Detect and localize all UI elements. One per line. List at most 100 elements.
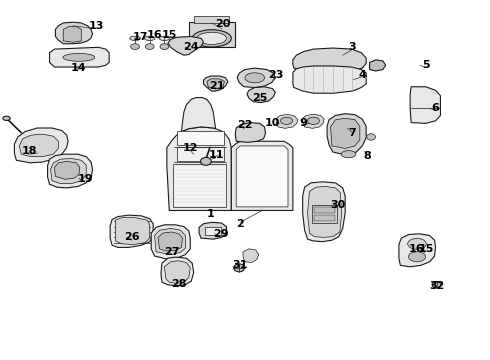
Text: 12: 12 (183, 143, 198, 153)
Polygon shape (50, 158, 86, 184)
Polygon shape (14, 128, 68, 163)
Text: 14: 14 (71, 63, 87, 73)
Polygon shape (164, 261, 190, 283)
Ellipse shape (432, 282, 441, 288)
Bar (176, 131, 223, 145)
Ellipse shape (341, 150, 356, 158)
Polygon shape (399, 234, 436, 267)
Polygon shape (203, 76, 228, 91)
Ellipse shape (131, 44, 140, 49)
Text: 18: 18 (21, 146, 37, 156)
Polygon shape (63, 27, 81, 42)
Text: 4: 4 (358, 70, 366, 80)
Ellipse shape (307, 117, 319, 125)
Text: 11: 11 (209, 150, 224, 160)
Polygon shape (410, 87, 441, 123)
Text: 20: 20 (215, 19, 230, 29)
Bar (189, 22, 235, 47)
Ellipse shape (130, 36, 141, 41)
Text: 23: 23 (269, 70, 284, 80)
Polygon shape (54, 161, 80, 179)
Polygon shape (151, 225, 190, 259)
Polygon shape (55, 22, 93, 44)
Bar (205, 227, 220, 234)
Polygon shape (235, 123, 266, 142)
Text: 15: 15 (162, 30, 177, 40)
Polygon shape (293, 48, 366, 72)
Polygon shape (49, 47, 109, 67)
Polygon shape (181, 98, 216, 132)
Polygon shape (308, 186, 342, 237)
Polygon shape (158, 232, 182, 251)
Text: 16: 16 (408, 244, 424, 254)
Text: 3: 3 (349, 42, 356, 52)
Text: 30: 30 (330, 200, 345, 210)
Ellipse shape (192, 30, 231, 47)
Polygon shape (303, 114, 324, 129)
Bar (313, 205, 337, 223)
Ellipse shape (3, 116, 10, 121)
Polygon shape (19, 134, 58, 157)
Text: 16: 16 (147, 30, 162, 40)
Bar (315, 215, 335, 221)
Polygon shape (168, 37, 203, 55)
Polygon shape (207, 79, 224, 89)
Text: 9: 9 (300, 118, 308, 128)
Polygon shape (293, 66, 366, 93)
Ellipse shape (146, 44, 154, 49)
Ellipse shape (200, 157, 211, 165)
Ellipse shape (234, 264, 245, 272)
Ellipse shape (63, 53, 95, 61)
Bar (194, 17, 229, 23)
Polygon shape (167, 127, 231, 211)
Polygon shape (237, 68, 275, 87)
Text: 26: 26 (124, 232, 140, 242)
Polygon shape (303, 182, 345, 242)
Text: 6: 6 (432, 103, 440, 113)
Ellipse shape (367, 134, 375, 140)
Text: 32: 32 (429, 281, 444, 291)
Ellipse shape (408, 238, 426, 249)
Text: 25: 25 (252, 93, 268, 103)
Polygon shape (161, 257, 194, 286)
Text: 10: 10 (265, 118, 280, 128)
Text: 5: 5 (422, 60, 430, 70)
Text: 24: 24 (183, 42, 199, 51)
Polygon shape (48, 154, 93, 188)
Polygon shape (236, 146, 288, 207)
Bar (315, 207, 335, 213)
Ellipse shape (145, 36, 155, 41)
Bar (176, 147, 223, 161)
Ellipse shape (409, 252, 425, 262)
Text: 2: 2 (236, 219, 244, 229)
Text: 28: 28 (171, 279, 186, 289)
Polygon shape (276, 114, 298, 129)
Text: 15: 15 (419, 244, 435, 254)
Text: 7: 7 (348, 128, 356, 138)
Ellipse shape (159, 36, 170, 41)
Text: 1: 1 (207, 209, 215, 219)
Polygon shape (369, 60, 386, 71)
Text: 19: 19 (78, 174, 94, 184)
Text: 29: 29 (213, 229, 228, 239)
Text: 31: 31 (232, 260, 248, 270)
Text: 22: 22 (237, 121, 253, 130)
Ellipse shape (197, 32, 226, 44)
Polygon shape (155, 228, 185, 255)
Polygon shape (199, 222, 226, 239)
Polygon shape (231, 141, 293, 211)
Text: 13: 13 (89, 21, 104, 31)
Text: 8: 8 (363, 150, 371, 161)
Polygon shape (247, 87, 275, 103)
Bar (172, 164, 226, 207)
Ellipse shape (160, 44, 169, 49)
Text: 27: 27 (164, 247, 179, 257)
Polygon shape (243, 249, 259, 262)
Text: 17: 17 (132, 32, 147, 41)
Ellipse shape (280, 117, 293, 125)
Ellipse shape (245, 73, 265, 83)
Polygon shape (327, 114, 366, 155)
Polygon shape (110, 215, 153, 247)
Polygon shape (116, 218, 150, 244)
Polygon shape (331, 118, 360, 148)
